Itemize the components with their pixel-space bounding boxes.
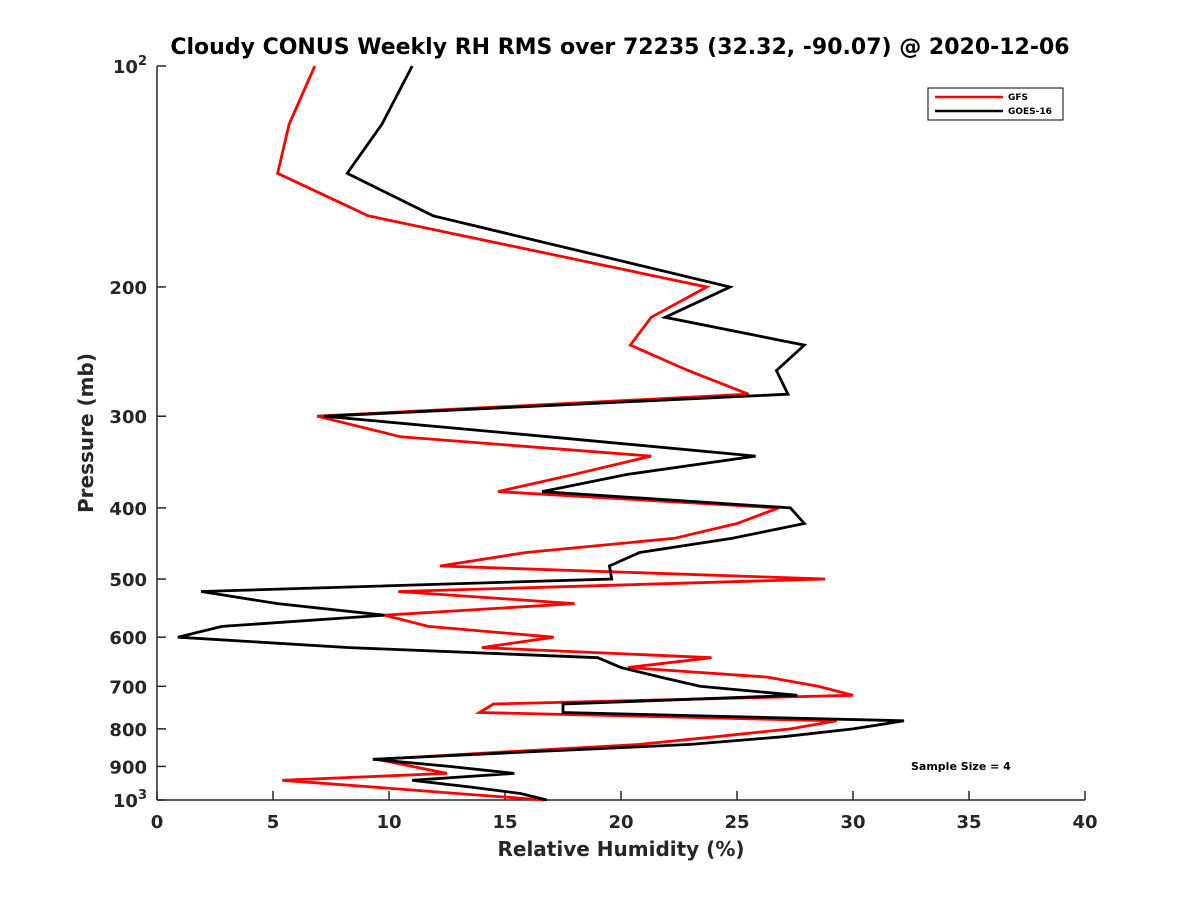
y-tick-exponent: 3 [138,788,147,803]
x-tick-label: 5 [267,812,280,833]
y-tick-label: 600 [109,628,147,649]
legend-label-gfs: GFS [1008,93,1028,103]
x-tick-label: 30 [840,812,865,833]
x-tick-label: 15 [492,812,517,833]
x-axis-label: Relative Humidity (%) [497,837,744,861]
legend: GFS GOES-16 [927,87,1064,121]
legend-box [927,87,1064,121]
x-tick-label: 25 [724,812,749,833]
y-tick-base: 10 [113,791,138,812]
x-tick-label: 40 [1072,812,1097,833]
y-tick-label: 900 [109,757,147,778]
sample-size-annotation: Sample Size = 4 [911,760,1011,773]
chart-title: Cloudy CONUS Weekly RH RMS over 72235 (3… [170,35,1069,60]
x-tick-label: 0 [151,812,164,833]
y-tick-label: 102 [113,54,147,78]
plot-area: 0 5 10 15 20 25 30 35 40102200300400500600700800… [109,54,1097,833]
x-tick-label: 10 [376,812,401,833]
y-tick-label: 103 [113,788,147,812]
y-tick-label: 700 [109,677,147,698]
y-tick-label: 800 [109,720,147,741]
y-tick-label: 200 [109,278,147,299]
series-line-goes-16 [177,65,905,802]
series-line-gfs [275,65,854,802]
x-tick-label: 20 [608,812,633,833]
y-tick-exponent: 2 [138,54,147,69]
y-tick-base: 10 [113,57,138,78]
y-tick-label: 400 [109,499,147,520]
y-axis-label: Pressure (mb) [74,353,98,513]
x-tick-label: 35 [956,812,981,833]
legend-label-goes16: GOES-16 [1008,107,1052,117]
y-tick-label: 300 [109,407,147,428]
y-tick-label: 500 [109,570,147,591]
